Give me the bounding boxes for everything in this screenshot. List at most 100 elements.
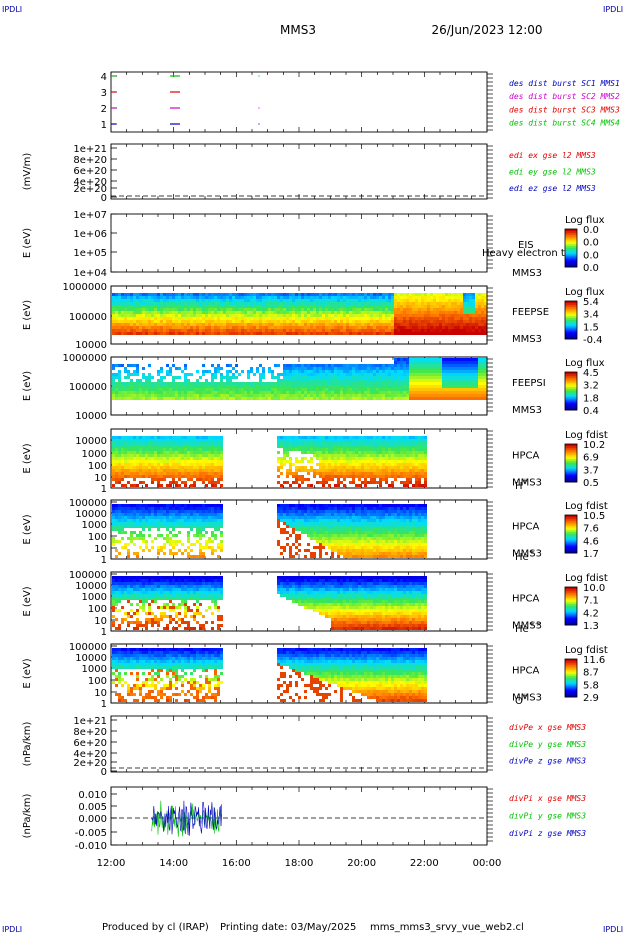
- spectrogram-cell: [160, 391, 163, 394]
- spectrogram-cell: [241, 320, 244, 323]
- colorbar-segment: [565, 383, 577, 386]
- spectrogram-cell: [247, 293, 250, 296]
- spectrogram-cell: [247, 388, 250, 391]
- spectrogram-cell: [304, 314, 307, 317]
- spectrogram-cell: [409, 361, 412, 364]
- spectrogram-cell: [346, 323, 349, 326]
- spectrogram-cell: [112, 314, 115, 317]
- spectrogram-cell: [148, 445, 151, 448]
- spectrogram-cell: [262, 302, 265, 305]
- spectrogram-cell: [160, 442, 163, 445]
- spectrogram-cell: [307, 302, 310, 305]
- spectrogram-cell: [418, 320, 421, 323]
- spectrogram-cell: [418, 388, 421, 391]
- spectrogram-cell: [352, 329, 355, 332]
- spectrogram-cell: [184, 296, 187, 299]
- spectrogram-cell: [283, 376, 286, 379]
- spectrogram-cell: [136, 442, 139, 445]
- spectrogram-cell: [244, 299, 247, 302]
- spectrogram-cell: [301, 332, 304, 335]
- spectrogram-cell: [283, 320, 286, 323]
- spectrogram-cell: [268, 305, 271, 308]
- spectrogram-cell: [433, 388, 436, 391]
- spectrogram-cell: [418, 478, 421, 481]
- y-tick-label: 2: [101, 104, 107, 115]
- plot-title-datetime: 26/Jun/2023 12:00: [431, 23, 542, 37]
- spectrogram-cell: [367, 475, 370, 478]
- spectrogram-cell: [235, 320, 238, 323]
- spectrogram-cell: [403, 469, 406, 472]
- spectrogram-cell: [202, 373, 205, 376]
- spectrogram-cell: [424, 379, 427, 382]
- spectrogram-cell: [373, 370, 376, 373]
- spectrogram-cell: [208, 370, 211, 373]
- spectrogram-cell: [406, 358, 409, 361]
- spectrogram-cell: [178, 388, 181, 391]
- spectrogram-cell: [289, 382, 292, 385]
- spectrogram-cell: [352, 379, 355, 382]
- spectrogram-cell: [268, 299, 271, 302]
- spectrogram-cell: [376, 364, 379, 367]
- spectrogram-cell: [217, 463, 220, 466]
- spectrogram-cell: [220, 448, 223, 451]
- spectrogram-cell: [343, 299, 346, 302]
- spectrogram-cell: [343, 317, 346, 320]
- spectrogram-cell: [391, 367, 394, 370]
- spectrogram-cell: [421, 376, 424, 379]
- spectrogram-cell: [148, 436, 151, 439]
- spectrogram-cell: [349, 323, 352, 326]
- spectrogram-cell: [373, 373, 376, 376]
- spectrogram-cell: [304, 302, 307, 305]
- spectrogram-cell: [136, 305, 139, 308]
- spectrogram-cell: [403, 394, 406, 397]
- spectrogram-cell: [328, 385, 331, 388]
- spectrogram-cell: [322, 326, 325, 329]
- spectrogram-cell: [463, 305, 466, 308]
- instrument-label: EIS: [518, 240, 534, 251]
- spectrogram-cell: [391, 451, 394, 454]
- spectrogram-cell: [400, 314, 403, 317]
- spectrogram-cell: [343, 466, 346, 469]
- spectrogram-cell: [136, 293, 139, 296]
- spectrogram-cell: [337, 481, 340, 484]
- spectrogram-cell: [421, 326, 424, 329]
- spectrogram-cell: [325, 394, 328, 397]
- spectrogram-cell: [391, 481, 394, 484]
- spectrogram-cell: [283, 367, 286, 370]
- spectrogram-cell: [394, 320, 397, 323]
- spectrogram-cell: [196, 475, 199, 478]
- spectrogram-cell: [301, 326, 304, 329]
- spectrogram-cell: [388, 299, 391, 302]
- spectrogram-cell: [139, 457, 142, 460]
- spectrogram-cell: [442, 299, 445, 302]
- spectrogram-cell: [214, 293, 217, 296]
- spectrogram-cell: [334, 439, 337, 442]
- spectrogram-cell: [187, 460, 190, 463]
- spectrogram-cell: [433, 293, 436, 296]
- spectrogram-cell: [229, 314, 232, 317]
- spectrogram-cell: [175, 308, 178, 311]
- spectrogram-cell: [355, 364, 358, 367]
- spectrogram-cell: [145, 457, 148, 460]
- spectrogram-cell: [439, 370, 442, 373]
- y-tick-label: 2e+20: [73, 184, 107, 195]
- spectrogram-cell: [397, 388, 400, 391]
- spectrogram-cell: [256, 385, 259, 388]
- spectrogram-cell: [247, 317, 250, 320]
- spectrogram-cell: [457, 293, 460, 296]
- spectrogram-cell: [421, 460, 424, 463]
- spectrogram-cell: [283, 454, 286, 457]
- spectrogram-cell: [166, 373, 169, 376]
- spectrogram-cell: [193, 394, 196, 397]
- spectrogram-cell: [430, 385, 433, 388]
- spectrogram-cell: [217, 317, 220, 320]
- spectrogram-cell: [280, 439, 283, 442]
- spectrogram-cell: [340, 329, 343, 332]
- spectrogram-cell: [439, 320, 442, 323]
- spectrogram-cell: [373, 299, 376, 302]
- spectrogram-cell: [388, 439, 391, 442]
- spectrogram-cell: [184, 326, 187, 329]
- spectrogram-cell: [142, 326, 145, 329]
- spectrogram-cell: [358, 460, 361, 463]
- spectrogram-cell: [364, 305, 367, 308]
